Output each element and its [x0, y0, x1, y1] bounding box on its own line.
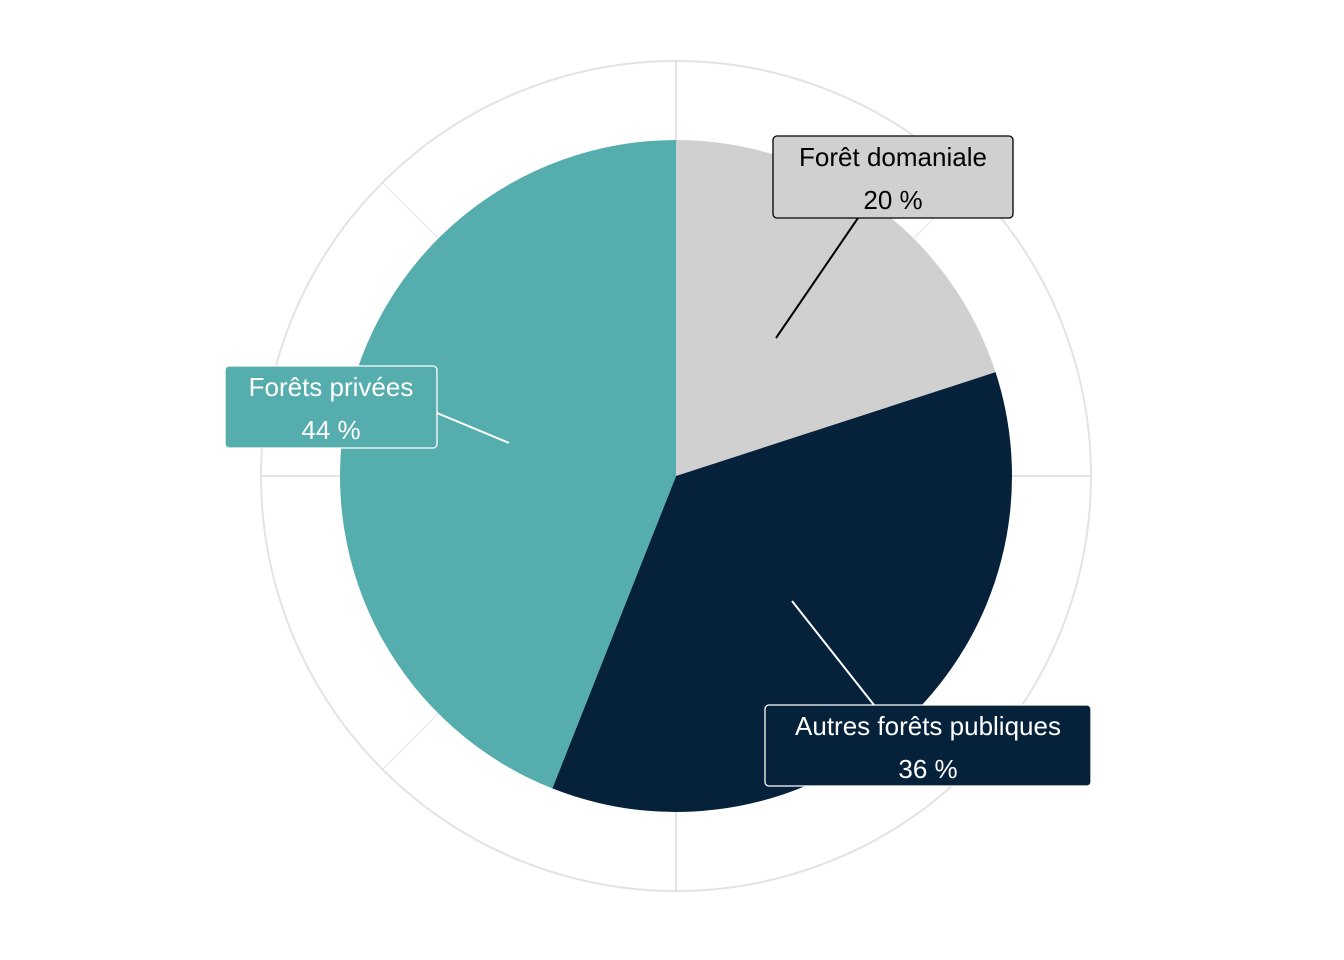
- pie-slices: [340, 140, 1012, 812]
- label-leader-lines: [436, 217, 875, 706]
- slice-foret-domaniale: [676, 140, 996, 476]
- leader-forets-privees: [436, 412, 510, 444]
- slice-name-label: Autres forêts publiques: [795, 711, 1061, 741]
- leader-foret-domaniale: [775, 217, 859, 339]
- slice-name-label: Forêt domaniale: [799, 142, 987, 172]
- label-forets-privees: Forêts privées 44 %: [224, 365, 438, 449]
- leader-autres-forets-publiques: [791, 600, 875, 706]
- slice-value-label: 44 %: [301, 415, 360, 445]
- slice-value-label: 20 %: [863, 185, 922, 215]
- slice-autres-forets-publiques: [552, 372, 1012, 812]
- slice-value-label: 36 %: [898, 754, 957, 784]
- label-foret-domaniale: Forêt domaniale 20 %: [772, 135, 1014, 219]
- label-box: [772, 135, 1014, 219]
- slice-name-label: Forêts privées: [249, 372, 414, 402]
- slice-forets-privees: [340, 140, 676, 789]
- label-autres-forets-publiques: Autres forêts publiques 36 %: [764, 704, 1092, 787]
- label-box: [764, 704, 1092, 787]
- label-box: [224, 365, 438, 449]
- slice-labels: Forêt domaniale 20 % Autres forêts publiqu…: [224, 135, 1092, 787]
